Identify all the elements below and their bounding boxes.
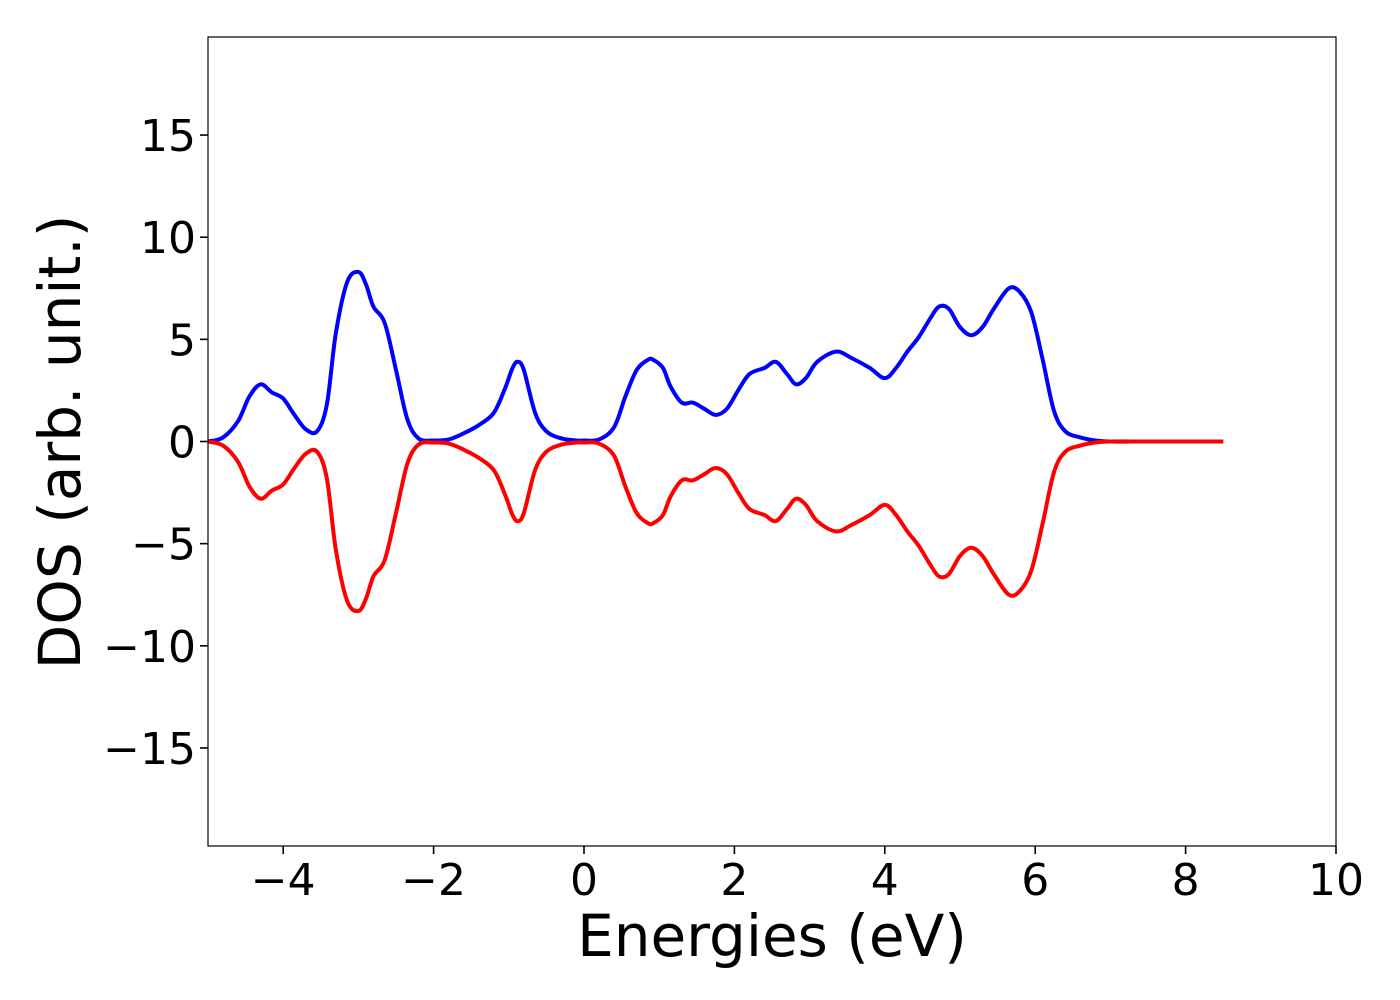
x-tick-label: 8 xyxy=(1172,855,1200,906)
y-tick-label: 0 xyxy=(168,418,196,469)
x-tick-label: 4 xyxy=(871,855,899,906)
y-tick-label: −15 xyxy=(103,724,196,775)
y-tick-label: −5 xyxy=(131,520,196,571)
x-tick-label: −4 xyxy=(251,855,316,906)
y-axis-label: DOS (arb. unit.) xyxy=(26,215,94,670)
series-line-1 xyxy=(207,439,1224,614)
series-layer xyxy=(207,269,1224,614)
y-tick-label: 15 xyxy=(140,111,196,162)
y-tick-label: −10 xyxy=(103,622,196,673)
y-tick-label: 5 xyxy=(168,315,196,366)
x-tick-label: 2 xyxy=(720,855,748,906)
x-axis-label: Energies (eV) xyxy=(577,902,967,970)
y-tick-label: 10 xyxy=(140,213,196,264)
x-tick-label: 0 xyxy=(570,855,598,906)
x-tick-label: −2 xyxy=(401,855,466,906)
x-tick-label: 6 xyxy=(1021,855,1049,906)
y-axis-ticks: −15 −10 −5 0 5 10 15 xyxy=(103,111,208,775)
x-tick-label: 10 xyxy=(1308,855,1364,906)
series-line-0 xyxy=(207,269,1224,444)
x-axis-ticks: −4 −2 0 2 4 6 8 10 xyxy=(251,846,1364,906)
